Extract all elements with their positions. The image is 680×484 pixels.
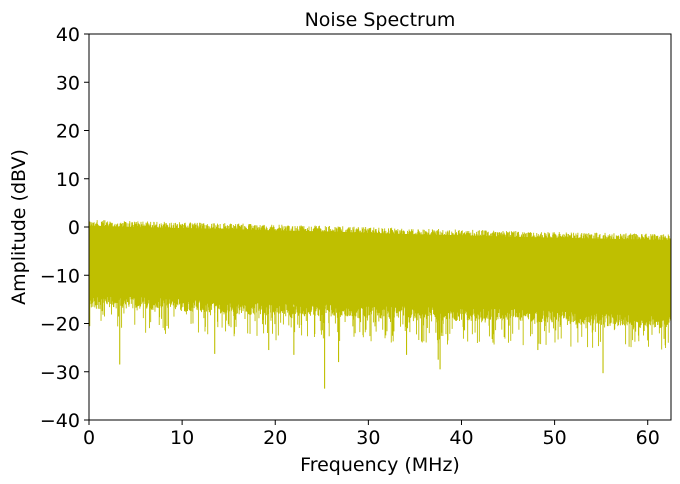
y-tick-label: 0 — [68, 217, 80, 239]
x-tick-label: 20 — [263, 427, 287, 449]
plot-area — [88, 33, 672, 421]
y-tick-label: 20 — [56, 121, 80, 143]
y-tick-label: −40 — [40, 410, 80, 432]
x-tick-label: 40 — [449, 427, 473, 449]
x-tick-label: 0 — [83, 427, 95, 449]
y-axis: −40 −30 −20 −10 0 10 20 30 40 — [40, 24, 89, 432]
x-tick-label: 60 — [636, 427, 660, 449]
x-tick-label: 50 — [543, 427, 567, 449]
x-tick-label: 30 — [356, 427, 380, 449]
x-tick-label: 10 — [170, 427, 194, 449]
y-axis-title: Amplitude (dBV) — [8, 149, 30, 305]
x-axis: 0 10 20 30 40 50 60 — [83, 420, 660, 449]
y-tick-label: 40 — [56, 24, 80, 46]
noise-band — [89, 225, 671, 317]
y-tick-label: 30 — [56, 72, 80, 94]
x-axis-title: Frequency (MHz) — [300, 454, 460, 476]
y-tick-label: −30 — [40, 362, 80, 384]
chart-title: Noise Spectrum — [305, 9, 456, 31]
y-tick-label: −10 — [40, 265, 80, 287]
y-tick-label: 10 — [56, 169, 80, 191]
y-tick-label: −20 — [40, 314, 80, 336]
